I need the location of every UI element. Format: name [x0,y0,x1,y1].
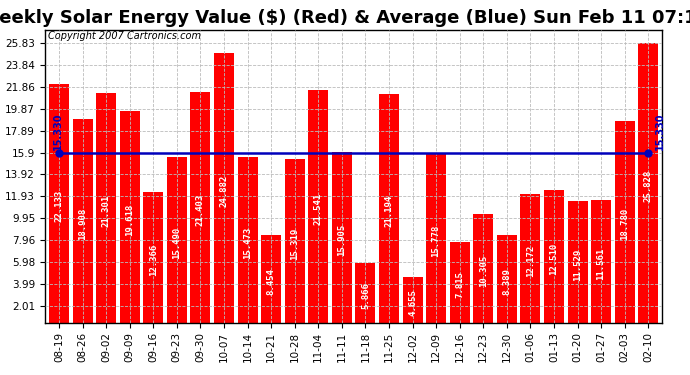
Bar [72,119,92,328]
Bar [237,157,257,328]
Bar [402,277,422,328]
Text: 21.403: 21.403 [196,194,205,226]
Bar [261,235,281,328]
Bar [638,43,658,328]
Bar [450,242,470,328]
Bar [190,92,210,328]
Bar [49,84,69,328]
Text: Copyright 2007 Cartronics.com: Copyright 2007 Cartronics.com [48,32,201,42]
Bar [72,119,92,328]
Text: 15.473: 15.473 [243,226,252,259]
Bar [591,200,611,328]
Bar [49,84,69,328]
Bar [426,154,446,328]
Bar [379,94,399,328]
Bar [355,263,375,328]
Bar [167,157,187,328]
Bar [308,90,328,328]
Bar [332,153,352,328]
Bar [402,277,422,328]
Bar [638,43,658,328]
Bar [615,121,635,328]
Bar [473,214,493,328]
Text: 15.778: 15.778 [432,225,441,257]
Text: 24.882: 24.882 [219,175,228,207]
Bar [497,236,517,328]
Bar [497,236,517,328]
Bar [544,190,564,328]
Bar [591,200,611,328]
Text: 12.510: 12.510 [549,243,558,275]
Bar [214,53,234,328]
Text: 15.330: 15.330 [655,113,665,150]
Text: 21.541: 21.541 [314,193,323,225]
Text: 12.366: 12.366 [149,244,158,276]
Bar [355,263,375,328]
Bar [119,111,139,328]
Bar [96,93,116,328]
Bar [520,194,540,328]
Text: 21.194: 21.194 [384,195,393,227]
Text: 11.561: 11.561 [597,248,606,280]
Bar [473,214,493,328]
Text: 7.815: 7.815 [455,272,464,298]
Text: 15.319: 15.319 [290,227,299,260]
Bar [379,94,399,328]
Bar [520,194,540,328]
Bar [450,242,470,328]
Text: 21.301: 21.301 [101,194,110,226]
Text: 19.618: 19.618 [125,204,134,236]
Text: 15.330: 15.330 [53,113,63,150]
Text: 18.780: 18.780 [620,208,629,240]
Bar [190,92,210,328]
Bar [96,93,116,328]
Bar [214,53,234,328]
Bar [615,121,635,328]
Text: Weekly Solar Energy Value ($) (Red) & Average (Blue) Sun Feb 11 07:19: Weekly Solar Energy Value ($) (Red) & Av… [0,9,690,27]
Text: 11.529: 11.529 [573,248,582,280]
Bar [144,192,164,328]
Bar [568,201,588,328]
Text: 5.866: 5.866 [361,282,370,309]
Bar [237,157,257,328]
Bar [167,157,187,328]
Bar [285,159,305,328]
Bar [119,111,139,328]
Text: 4.655: 4.655 [408,289,417,316]
Bar [568,201,588,328]
Text: 12.172: 12.172 [526,245,535,277]
Text: 22.133: 22.133 [55,190,63,222]
Bar [544,190,564,328]
Text: 25.828: 25.828 [644,170,653,202]
Bar [308,90,328,328]
Bar [332,153,352,328]
Bar [261,235,281,328]
Bar [144,192,164,328]
Text: 10.305: 10.305 [479,255,488,287]
Text: 15.490: 15.490 [172,226,181,259]
Text: 15.905: 15.905 [337,224,346,256]
Text: 8.454: 8.454 [266,268,275,295]
Text: 8.389: 8.389 [502,268,511,295]
Bar [426,154,446,328]
Text: 18.908: 18.908 [78,207,87,240]
Bar [285,159,305,328]
